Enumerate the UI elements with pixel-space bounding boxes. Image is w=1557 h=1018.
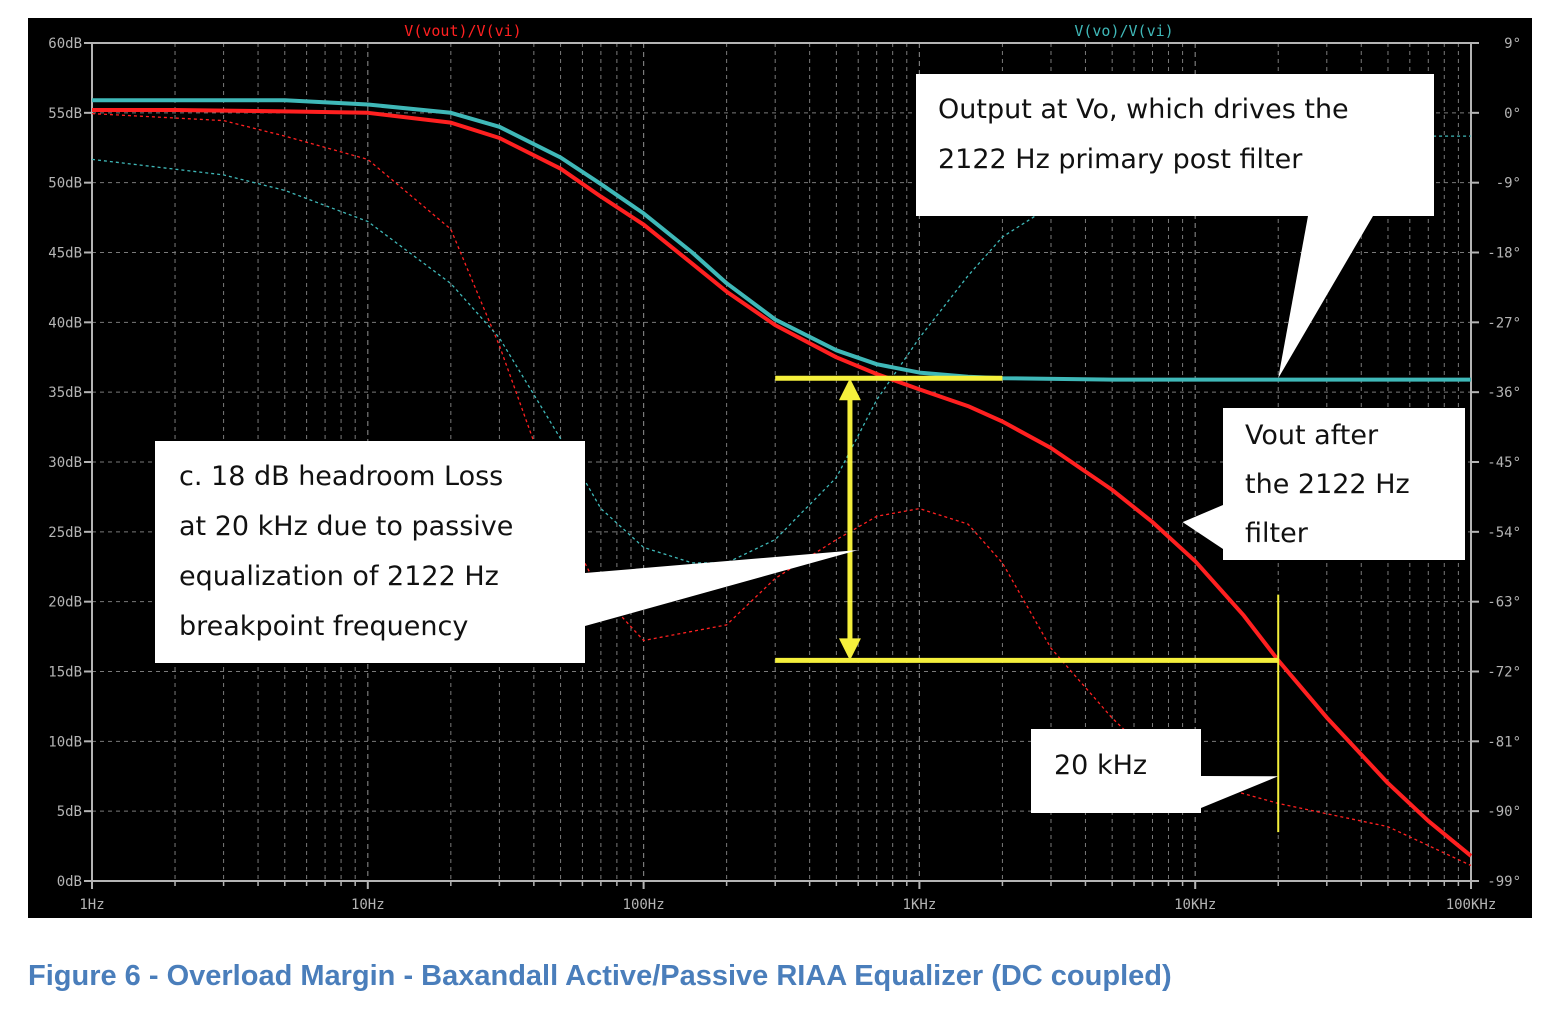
callout-headroom-text: c. 18 dB headroom Loss (179, 461, 503, 492)
y-tick-label: 25dB (48, 525, 82, 541)
callout-vo-pointer (1278, 216, 1373, 379)
y-tick-label: 60dB (48, 36, 82, 52)
callout-vo: Output at Vo, which drives the 2122 Hz pr… (916, 74, 1434, 379)
y2-tick-label: -72° (1487, 665, 1521, 681)
chart-svg: 0dB 5dB 10dB 15dB 20dB 25dB 30dB 35dB 40dB 45dB 50… (28, 18, 1532, 918)
headroom-arrow-head-up (838, 378, 861, 401)
callout-headroom-pointer (585, 550, 859, 626)
x-tick-label: 100Hz (623, 897, 665, 913)
y-tick-label: 50dB (48, 176, 82, 192)
callout-headroom-text: at 20 kHz due to passive (179, 511, 513, 542)
x-tick-label: 100KHz (1446, 897, 1497, 913)
y-tick-label: 15dB (48, 665, 82, 681)
callout-headroom-text: breakpoint frequency (179, 611, 468, 642)
callouts: Output at Vo, which drives the 2122 Hz pr… (155, 74, 1465, 813)
y2-tick-label: -81° (1487, 734, 1521, 750)
callout-vout-text: Vout after (1245, 420, 1379, 451)
callout-vout-box (1223, 408, 1465, 560)
callout-vo-text: 2122 Hz primary post filter (938, 144, 1303, 175)
y2-tick-label: 0° (1504, 106, 1521, 122)
callout-vo-text: Output at Vo, which drives the (938, 94, 1349, 125)
y2-tick-label: -54° (1487, 525, 1521, 541)
bode-plot: 0dB 5dB 10dB 15dB 20dB 25dB 30dB 35dB 40dB 45dB 50… (28, 18, 1532, 918)
annotations (775, 375, 1280, 833)
callout-vout: Vout after the 2122 Hz filter (1182, 408, 1465, 560)
callout-headroom-text: equalization of 2122 Hz (179, 561, 499, 592)
y2-tick-label: -18° (1487, 246, 1521, 262)
callout-20khz: 20 kHz (1031, 729, 1279, 813)
y2-tick-label: -45° (1487, 455, 1521, 471)
y-tick-label: 20dB (48, 595, 82, 611)
headroom-arrow-head-down (838, 638, 861, 661)
x-tick-label: 10KHz (1174, 897, 1216, 913)
callout-20khz-box (1031, 729, 1201, 813)
y-tick-label: 5dB (57, 804, 82, 820)
y-tick-label: 30dB (48, 455, 82, 471)
y-tick-label: 10dB (48, 734, 82, 750)
callout-vout-pointer (1182, 505, 1223, 549)
callout-20khz-pointer (1201, 776, 1279, 808)
y2-tick-label: -27° (1487, 315, 1521, 331)
series-label-vo: V(vo)/V(vi) (1074, 22, 1173, 40)
callout-headroom: c. 18 dB headroom Loss at 20 kHz due to p… (155, 441, 859, 663)
callout-vout-text: filter (1245, 518, 1309, 549)
callout-headroom-box (155, 441, 585, 663)
magnitude-line-vout (92, 108, 1473, 858)
axes: 0dB 5dB 10dB 15dB 20dB 25dB 30dB 35dB 40dB 45dB 50… (48, 36, 1521, 913)
x-tick-label: 1Hz (79, 897, 104, 913)
x-tick-label: 1KHz (903, 897, 937, 913)
callout-20khz-text: 20 kHz (1054, 750, 1147, 781)
figure-caption: Figure 6 - Overload Margin - Baxandall A… (28, 960, 1172, 992)
y2-tick-label: -36° (1487, 385, 1521, 401)
y-tick-label: 45dB (48, 246, 82, 262)
y-tick-label: 0dB (57, 874, 82, 890)
y2-tick-label: -9° (1496, 176, 1521, 192)
series-label-vout: V(vout)/V(vi) (404, 22, 521, 40)
y-tick-label: 35dB (48, 385, 82, 401)
y2-tick-label: -90° (1487, 804, 1521, 820)
y-tick-label: 40dB (48, 315, 82, 331)
callout-vo-box (916, 74, 1434, 216)
y2-tick-label: 9° (1504, 36, 1521, 52)
y2-tick-label: -99° (1487, 874, 1521, 890)
x-tick-label: 10Hz (351, 897, 385, 913)
y-tick-label: 55dB (48, 106, 82, 122)
y2-tick-label: -63° (1487, 595, 1521, 611)
callout-vout-text: the 2122 Hz (1245, 469, 1410, 500)
